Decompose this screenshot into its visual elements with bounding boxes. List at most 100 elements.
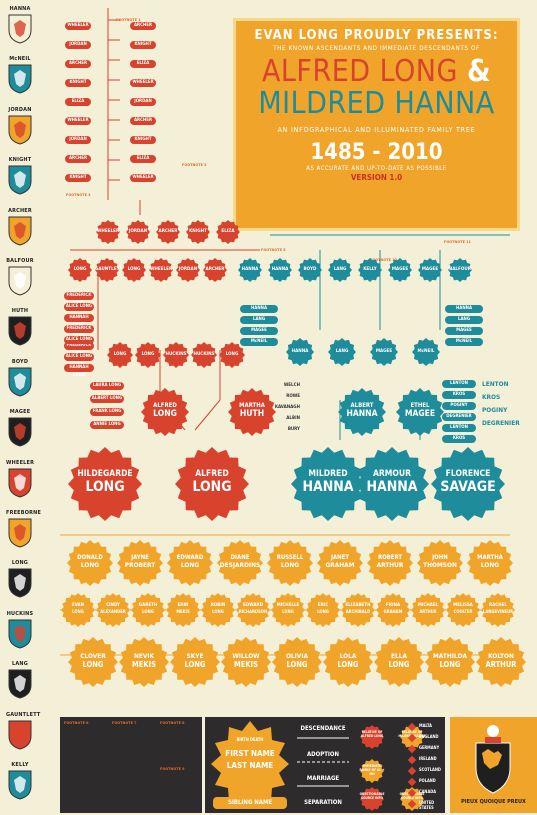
node-first-name: MATHILDA — [432, 652, 467, 660]
in-law-surname: ROWE — [286, 394, 300, 399]
stripes-shield-icon — [8, 518, 32, 548]
gen7-node: FIONA GRAHAM — [376, 593, 410, 627]
ancestor-pill: ELIZA — [130, 60, 156, 68]
node-last-name: PROBERT — [124, 560, 156, 569]
node-first-name: EDWARD — [176, 553, 204, 561]
gen8-node: CLOVER LONG — [68, 637, 118, 687]
crest-balfour: BALFOUR — [6, 258, 34, 296]
motto: PIEUX QUOIQUE PREUX — [461, 799, 526, 805]
node-last-name: LONG — [388, 659, 410, 669]
node-first-name: ELIZABETH — [345, 603, 371, 609]
gen7-node: CINDY ALEXANDER — [96, 593, 130, 627]
presenter-line: EVAN LONG PROUDLY PRESENTS: — [254, 28, 499, 43]
node-first-name: NEVIK — [133, 652, 155, 660]
node-first-name: LOLA — [339, 652, 357, 660]
right-relative-pill: HANNA — [240, 305, 278, 313]
gen6-node-badge — [367, 540, 413, 586]
gen7-node-badge — [446, 593, 480, 627]
otter-shield-icon — [8, 266, 32, 296]
gen2-right-node: BALFOUR — [448, 258, 472, 282]
ancestor-node-small: ARCHER — [156, 220, 180, 244]
node-first-name: KOLTON — [488, 652, 514, 660]
node-first-name: ROBERT — [377, 553, 403, 561]
node-surname: HUCKINS — [165, 352, 187, 357]
ancestor-pill: ARCHER — [130, 22, 156, 30]
node-last-name: DESJARDINS — [219, 560, 261, 569]
gen4-node: ALBERT HANNA — [338, 388, 386, 436]
gen7-node: ERIC LONG — [306, 593, 340, 627]
gen8-node: NEVIK MEKIS — [119, 637, 169, 687]
gen7-node-badge — [201, 593, 235, 627]
ancestor-pill: KNIGHT — [65, 79, 91, 87]
node-surname: LONG — [73, 267, 87, 272]
node-first-name: ALFRED — [153, 402, 177, 410]
legend-country: IRELAND — [419, 756, 437, 761]
node-surname: LANG — [335, 349, 349, 354]
in-law-surname: BURY — [287, 427, 300, 432]
node-first-name: FLORENCE — [445, 469, 491, 480]
node-surname: JORDAN — [178, 267, 198, 272]
crest-wheeler: WHEELER — [6, 460, 34, 498]
node-first-name: ALFRED — [195, 469, 229, 480]
node-last-name: LONG — [82, 659, 104, 669]
crest-label: ARCHER — [8, 207, 32, 214]
gen8-node-badge — [425, 637, 475, 687]
antlers-icon — [8, 14, 32, 44]
ancestor-pill: JORDAN — [65, 41, 91, 49]
right-child-pill: LENTON — [442, 424, 476, 432]
gen6-node-badge — [117, 540, 163, 586]
left-child-pill: ANNIE LONG — [90, 421, 124, 429]
legend-adoption: ADOPTION — [307, 751, 339, 758]
legend-descendance: DESCENDANCE — [300, 725, 346, 732]
gen2-left-node: WHEELER — [149, 258, 173, 282]
node-first-name: EDWARD — [242, 603, 263, 609]
node-surname: KNIGHT — [189, 229, 207, 234]
gen7-node: EDWARD RICHARDSON — [236, 593, 270, 627]
gen4-node-badge — [141, 388, 189, 436]
node-first-name: MICHELLE — [276, 603, 300, 609]
gen6-node-badge — [417, 540, 463, 586]
right-child-pill: KROS — [442, 391, 476, 399]
ancestor-pill: ARCHER — [65, 60, 91, 68]
gen6-node: JOHN THOMSON — [417, 540, 463, 586]
gen8-node: WILLOW MEKIS — [221, 637, 271, 687]
crest-gauntlett: GAUNTLETT — [6, 712, 40, 750]
crest-hanna: HANNA — [6, 6, 34, 44]
legend-category-label: RELATIVE OF ALFRED LONG — [360, 730, 384, 738]
right-relative-pill: LANG — [445, 316, 483, 324]
gen2-right-node: BOYD — [298, 258, 322, 282]
legend-category-badge: QUESTIONABLE SOURCE INFO — [357, 787, 387, 811]
gen8-node-badge — [272, 637, 322, 687]
legend-country: SCOTLAND — [419, 767, 441, 772]
gen2-left-node: GAUNTLETT — [95, 258, 123, 282]
ampersand: & — [467, 54, 492, 89]
node-last-name: ARTHUR — [419, 608, 437, 614]
ancestor-node-small: KNIGHT — [186, 220, 210, 244]
gen3-left-node: LONG — [135, 342, 161, 368]
node-first-name: DIANE — [230, 553, 250, 561]
ancestor-pill: ELIZA — [65, 98, 91, 106]
gen4-node-badge — [396, 388, 444, 436]
gen7-node: MICHAEL ARTHUR — [411, 593, 445, 627]
crest-label: MAGEE — [9, 409, 31, 416]
legend-last-name: LAST NAME — [226, 761, 274, 770]
gen7-node-badge — [271, 593, 305, 627]
node-surname: HANNA — [291, 349, 309, 354]
crest-label: HANNA — [9, 6, 31, 12]
gen8-node: KOLTON ARTHUR — [476, 637, 526, 687]
gen8-node: ELLA LONG — [374, 637, 424, 687]
node-surname: LONG — [127, 267, 141, 272]
node-surname: GAUNTLETT — [95, 267, 123, 272]
lozenge-shield-icon — [8, 619, 32, 649]
node-first-name: CLOVER — [80, 652, 106, 660]
gen3-right-node: MAGEE — [370, 338, 398, 366]
gen7-node-badge — [411, 593, 445, 627]
node-first-name: RACHEL — [489, 603, 507, 609]
gen6-node: JANET GRAHAM — [317, 540, 363, 586]
legend-country: CANADA — [419, 789, 436, 794]
node-last-name: MEKIS — [234, 659, 258, 669]
legend-star — [211, 721, 289, 807]
legend-panel: FIRST NAME LAST NAME BIRTH DEATH SIBLING… — [205, 717, 445, 813]
left-relative-pill: ALICE LONG — [64, 353, 94, 361]
node-last-name: MEKIS — [132, 659, 156, 669]
